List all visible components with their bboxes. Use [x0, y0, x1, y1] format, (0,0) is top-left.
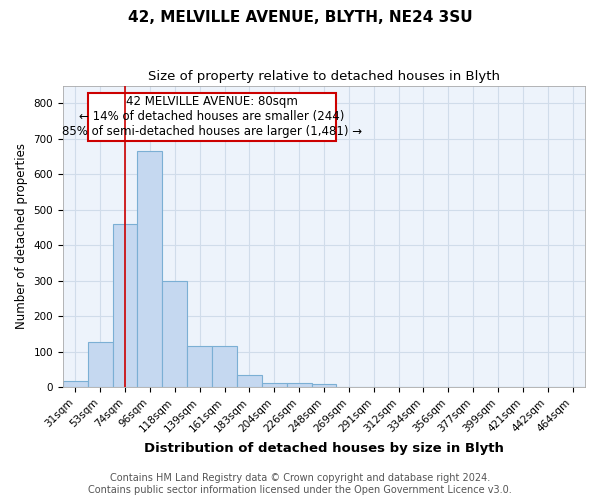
Y-axis label: Number of detached properties: Number of detached properties — [15, 144, 28, 330]
Text: 42 MELVILLE AVENUE: 80sqm
← 14% of detached houses are smaller (244)
85% of semi: 42 MELVILLE AVENUE: 80sqm ← 14% of detac… — [62, 95, 362, 138]
Text: Contains HM Land Registry data © Crown copyright and database right 2024.
Contai: Contains HM Land Registry data © Crown c… — [88, 474, 512, 495]
Bar — [113, 224, 137, 387]
Bar — [137, 151, 163, 387]
Bar — [63, 380, 88, 387]
Text: 42, MELVILLE AVENUE, BLYTH, NE24 3SU: 42, MELVILLE AVENUE, BLYTH, NE24 3SU — [128, 10, 472, 25]
Bar — [88, 342, 113, 387]
Bar — [237, 374, 262, 387]
Bar — [163, 280, 187, 387]
Bar — [187, 346, 212, 387]
Bar — [287, 383, 311, 387]
Bar — [262, 383, 287, 387]
Title: Size of property relative to detached houses in Blyth: Size of property relative to detached ho… — [148, 70, 500, 83]
FancyBboxPatch shape — [88, 92, 337, 140]
Bar — [212, 346, 237, 387]
X-axis label: Distribution of detached houses by size in Blyth: Distribution of detached houses by size … — [144, 442, 504, 455]
Bar — [311, 384, 337, 387]
